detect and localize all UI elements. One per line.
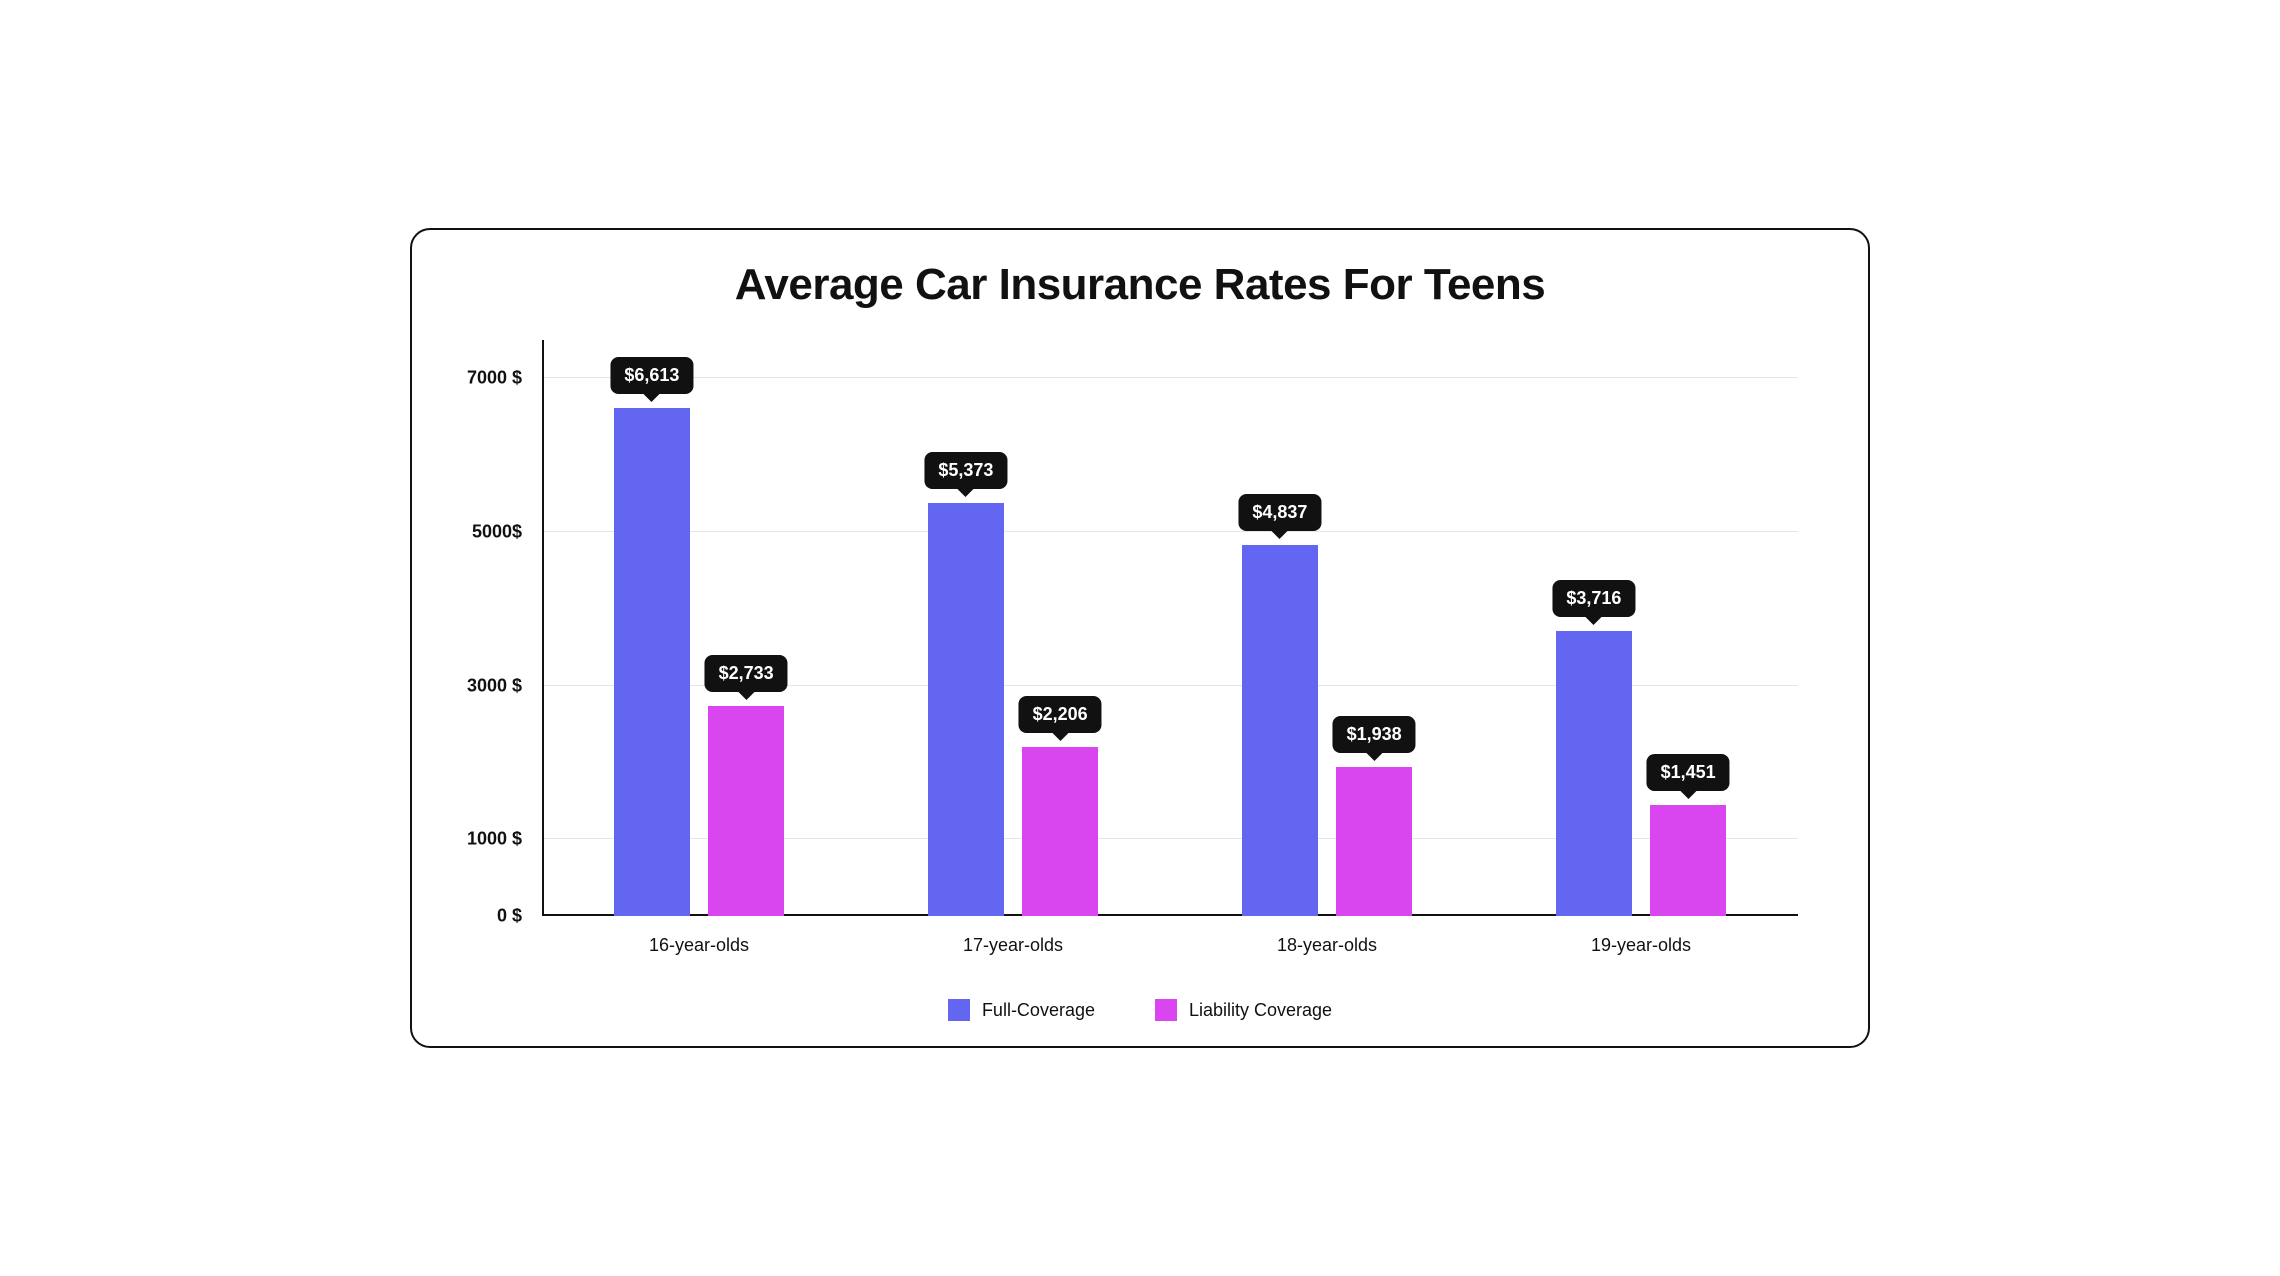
value-bubble: $3,716 [1552,580,1635,617]
value-bubble: $4,837 [1238,494,1321,531]
chart-card: Average Car Insurance Rates For Teens 0 … [410,228,1870,1048]
bar-groups: $6,613 $2,733 $5,373 $2,206 $4,837 $1,938 $3,7… [542,340,1798,916]
y-axis: 0 $1000 $3000 $5000$7000 $ [452,340,532,916]
legend-label: Full-Coverage [982,1000,1095,1021]
legend-item: Full-Coverage [948,999,1095,1021]
bar-group: $6,613 $2,733 [542,340,856,916]
y-tick-label: 5000$ [472,522,522,543]
bar [1650,805,1725,916]
y-tick-label: 3000 $ [467,675,522,696]
x-tick-label: 16-year-olds [542,935,856,956]
bar-group: $3,716 $1,451 [1484,340,1798,916]
legend-swatch [948,999,970,1021]
bar [614,408,689,916]
y-tick-label: 7000 $ [467,368,522,389]
bar-group: $5,373 $2,206 [856,340,1170,916]
chart-area: 0 $1000 $3000 $5000$7000 $ $6,613$2,733$… [452,340,1828,1026]
x-tick-label: 19-year-olds [1484,935,1798,956]
x-tick-label: 17-year-olds [856,935,1170,956]
plot-region: $6,613 $2,733 $5,373 $2,206 $4,837 $1,938 $3,7… [542,340,1798,916]
value-bubble: $5,373 [924,452,1007,489]
value-bubble: $2,206 [1019,696,1102,733]
legend-label: Liability Coverage [1189,1000,1332,1021]
chart-title: Average Car Insurance Rates For Teens [452,260,1828,310]
value-bubble: $2,733 [705,655,788,692]
y-tick-label: 1000 $ [467,829,522,850]
value-bubble: $6,613 [610,357,693,394]
x-axis-labels: 16-year-olds17-year-olds18-year-olds19-y… [542,935,1798,956]
bar-group: $4,837 $1,938 [1170,340,1484,916]
value-bubble: $1,451 [1647,754,1730,791]
x-tick-label: 18-year-olds [1170,935,1484,956]
legend-swatch [1155,999,1177,1021]
bar [1022,747,1097,916]
y-tick-label: 0 $ [497,906,522,927]
bar [1336,767,1411,916]
bar [1242,545,1317,916]
legend-item: Liability Coverage [1155,999,1332,1021]
bar [708,706,783,916]
legend: Full-Coverage Liability Coverage [452,999,1828,1021]
bar [1556,631,1631,916]
value-bubble: $1,938 [1333,716,1416,753]
bar [928,503,1003,916]
